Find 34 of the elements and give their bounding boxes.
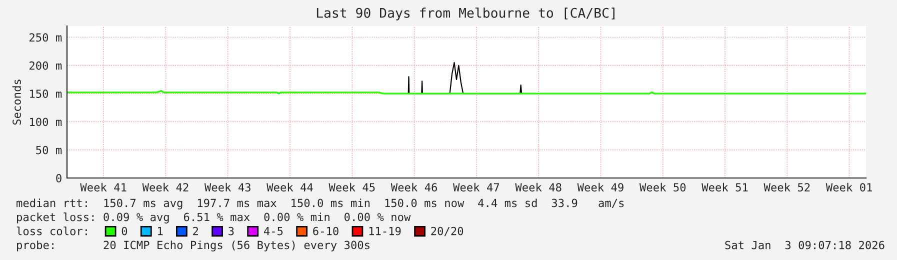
x-tick-label: Week 51 [702, 182, 748, 192]
chart-title: Last 90 Days from Melbourne to [CA/BC] [316, 8, 614, 20]
legend-label: 1 [158, 226, 163, 236]
x-tick-label: Week 43 [204, 182, 250, 192]
legend-label: 3 [228, 226, 234, 236]
x-tick-label: Week 45 [328, 182, 375, 192]
text: packet loss: 0.09 % avg 6.51 % max 0.00 % min 0.00 % now [17, 212, 411, 224]
y-tick-label: 50 m [36, 146, 62, 154]
y-tick-label: 150 m [30, 90, 62, 98]
legend-label: 2 [193, 226, 198, 236]
y-tick-label: 100 m [30, 118, 62, 126]
y-tick-label: 0 [56, 174, 62, 182]
x-tick-label: Week 41 [80, 182, 126, 192]
legend-title: loss color: [16, 226, 87, 236]
x-tick-label: Week 49 [577, 182, 624, 192]
legend-label: 4-5 [264, 226, 283, 236]
x-tick-label: Week 47 [453, 182, 500, 192]
x-tick-label: Week 42 [142, 182, 188, 192]
legend-label: 6-10 [313, 226, 338, 236]
legend-label: 11-19 [369, 226, 401, 236]
x-tick-label: Week 46 [390, 182, 437, 192]
x-tick-label: Week 50 [639, 182, 686, 192]
text: Sat Jan 3 09:07:18 2026 [725, 240, 884, 250]
x-tick-label: Week 44 [266, 182, 313, 192]
y-tick-label: 200 m [30, 61, 62, 70]
y-axis-title: Seconds [12, 80, 21, 125]
legend-label: 20/20 [431, 226, 464, 236]
legend-label: 0 [122, 226, 128, 236]
y-tick-label: 250 m [30, 33, 62, 42]
x-tick-label: Week 48 [515, 182, 562, 192]
text: probe: 20 ICMP Echo Pings (56 Bytes) every 300s [17, 240, 370, 252]
x-tick-label: Week 01 [826, 182, 872, 192]
x-tick-label: Week 52 [764, 182, 810, 192]
text: median rtt: 150.7 ms avg 197.7 ms max 150.0 ms min 150.0 ms now 4.4 ms sd 33.9 am/s [16, 198, 624, 210]
